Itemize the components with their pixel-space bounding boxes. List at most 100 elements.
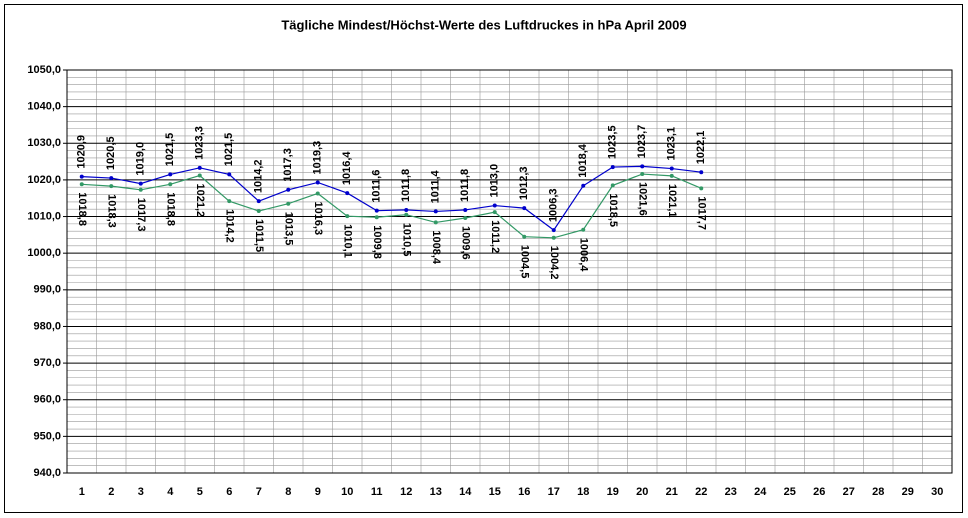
point-marker xyxy=(315,180,320,185)
x-tick-label: 5 xyxy=(197,486,203,498)
point-marker xyxy=(610,165,615,170)
data-label: 1020,5 xyxy=(105,136,117,170)
y-tick-label: 970,0 xyxy=(33,357,61,369)
x-tick-label: 1 xyxy=(79,486,85,498)
x-tick-label: 21 xyxy=(666,486,678,498)
data-label: 1023,3 xyxy=(194,126,206,160)
point-marker xyxy=(551,228,556,233)
y-tick-label: 990,0 xyxy=(33,284,61,296)
x-tick-label: 27 xyxy=(843,486,855,498)
point-marker xyxy=(286,187,291,192)
x-tick-label: 20 xyxy=(636,486,648,498)
point-marker xyxy=(79,174,84,179)
point-marker xyxy=(256,199,261,204)
point-marker xyxy=(374,215,379,220)
point-marker xyxy=(168,182,173,187)
y-tick-label: 950,0 xyxy=(33,430,61,442)
data-label: 1011,2 xyxy=(489,220,501,253)
data-label: 1018,8 xyxy=(76,192,88,226)
x-tick-label: 12 xyxy=(400,486,412,498)
data-label: 1017,3 xyxy=(135,198,147,232)
data-label: 1021,1 xyxy=(666,184,678,218)
data-label: 1017,3 xyxy=(282,148,294,182)
y-tick-label: 960,0 xyxy=(33,394,61,406)
data-label: 1006,4 xyxy=(577,238,589,273)
data-label: 1010,1 xyxy=(341,224,353,258)
x-tick-label: 18 xyxy=(577,486,589,498)
point-marker xyxy=(138,181,143,186)
y-tick-label: 980,0 xyxy=(33,320,61,332)
data-label: 1016,3 xyxy=(312,201,324,235)
data-label: 1021,2 xyxy=(194,184,206,218)
data-label: 1016,4 xyxy=(341,151,353,186)
data-label: 1019,0 xyxy=(135,142,147,176)
point-marker xyxy=(227,172,232,177)
data-label: 1021,6 xyxy=(636,182,648,216)
x-tick-label: 23 xyxy=(725,486,737,498)
x-tick-label: 8 xyxy=(285,486,291,498)
point-marker xyxy=(640,164,645,169)
data-label: 1018,4 xyxy=(577,143,589,178)
point-marker xyxy=(197,165,202,170)
data-label: 1021,5 xyxy=(164,133,176,167)
data-label: 1010,5 xyxy=(400,223,412,257)
data-label: 1011,8 xyxy=(459,169,471,202)
data-label: 1022,1 xyxy=(695,131,707,165)
x-tick-label: 30 xyxy=(931,486,943,498)
x-tick-label: 2 xyxy=(108,486,114,498)
x-tick-label: 7 xyxy=(256,486,262,498)
point-marker xyxy=(404,207,409,212)
point-marker xyxy=(522,206,527,211)
data-label: 1023,1 xyxy=(666,127,678,161)
x-tick-label: 11 xyxy=(371,486,383,498)
data-label: 1012,3 xyxy=(518,166,530,200)
point-marker xyxy=(463,216,468,221)
data-label: 1013,0 xyxy=(489,164,501,198)
x-tick-label: 13 xyxy=(430,486,442,498)
data-label: 1020,9 xyxy=(76,135,88,169)
point-marker xyxy=(522,234,527,239)
x-tick-label: 9 xyxy=(315,486,321,498)
point-marker xyxy=(640,172,645,177)
data-label: 1014,2 xyxy=(253,160,265,194)
x-tick-label: 29 xyxy=(902,486,914,498)
point-marker xyxy=(315,191,320,196)
point-marker xyxy=(699,186,704,191)
point-marker xyxy=(374,208,379,213)
series-line xyxy=(81,165,702,231)
x-tick-label: 28 xyxy=(872,486,884,498)
x-tick-label: 17 xyxy=(548,486,560,498)
point-marker xyxy=(463,207,468,212)
point-marker xyxy=(256,209,261,214)
data-label: 1011,6 xyxy=(371,170,383,203)
x-tick-label: 26 xyxy=(813,486,825,498)
data-label: 1017,7 xyxy=(695,196,707,230)
data-label: 1011,8 xyxy=(400,169,412,202)
data-label: 1009,6 xyxy=(459,226,471,260)
data-label: 1004,2 xyxy=(548,246,560,280)
y-tick-label: 1010,0 xyxy=(27,210,61,222)
point-marker xyxy=(109,184,114,189)
y-tick-label: 1040,0 xyxy=(27,101,61,113)
x-tick-label: 19 xyxy=(607,486,619,498)
point-marker xyxy=(109,176,114,181)
point-marker xyxy=(227,199,232,204)
point-marker xyxy=(581,227,586,232)
y-tick-label: 1020,0 xyxy=(27,174,61,186)
data-label: 1021,5 xyxy=(223,133,235,167)
x-tick-label: 16 xyxy=(518,486,530,498)
chart-title: Tägliche Mindest/Höchst-Werte des Luftdr… xyxy=(281,17,686,32)
point-marker xyxy=(197,173,202,178)
y-tick-label: 940,0 xyxy=(33,467,61,479)
point-marker xyxy=(669,166,674,171)
point-marker xyxy=(492,203,497,208)
y-tick-label: 1050,0 xyxy=(27,64,61,76)
x-tick-label: 24 xyxy=(754,486,767,498)
data-label: 1004,5 xyxy=(518,245,530,279)
point-marker xyxy=(551,235,556,240)
point-marker xyxy=(345,214,350,219)
data-label: 1018,5 xyxy=(607,193,619,227)
data-label: 1014,2 xyxy=(223,209,235,243)
data-label: 1011,5 xyxy=(253,219,265,252)
